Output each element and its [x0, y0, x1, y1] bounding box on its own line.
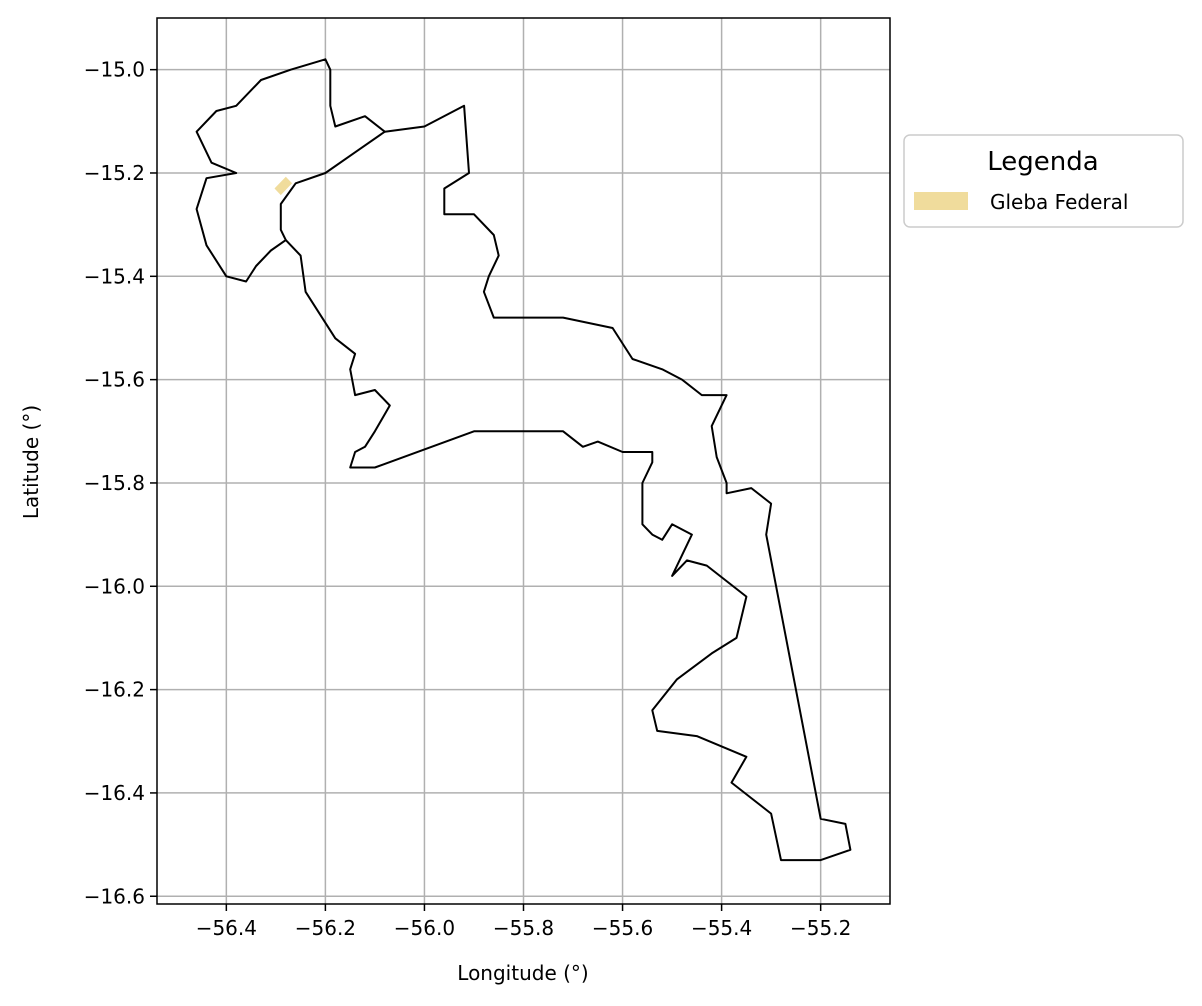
x-tick-label: −56.0: [394, 916, 455, 940]
y-tick-label: −16.6: [84, 884, 145, 908]
boundary-outline: [195, 58, 852, 862]
gleba-federal-layer: [274, 176, 293, 196]
legend-title: Legenda: [987, 147, 1098, 177]
x-tick-label: −55.4: [691, 916, 752, 940]
x-tick-label: −56.4: [196, 916, 257, 940]
y-tick-label: −16.0: [84, 574, 145, 598]
y-axis-label: Latitude (°): [19, 405, 43, 519]
y-tick-label: −16.4: [84, 781, 145, 805]
x-tick-label: −55.2: [790, 916, 851, 940]
x-tick-label: −55.8: [493, 916, 554, 940]
legend: Legenda Gleba Federal: [903, 134, 1184, 228]
x-axis-ticks: −56.4 −56.2 −56.0 −55.8 −55.6 −55.4 −55.2: [196, 904, 851, 940]
x-tick-label: −55.6: [592, 916, 653, 940]
boundary-inner-line: [279, 130, 386, 241]
x-tick-label: −56.2: [295, 916, 356, 940]
gleba-federal-polygon: [274, 176, 293, 196]
grid-lines: [157, 18, 890, 904]
y-tick-label: −15.4: [84, 264, 145, 288]
legend-label-gleba-federal: Gleba Federal: [990, 190, 1128, 214]
y-tick-label: −15.2: [84, 161, 145, 185]
x-axis-label: Longitude (°): [457, 961, 588, 985]
y-tick-label: −15.6: [84, 368, 145, 392]
y-axis-ticks: −15.0 −15.2 −15.4 −15.6 −15.8 −16.0 −16.2 −16.4…: [84, 58, 157, 908]
legend-swatch-gleba-federal: [914, 192, 968, 210]
legend-box: [903, 134, 1184, 228]
y-tick-label: −15.0: [84, 58, 145, 82]
y-tick-label: −15.8: [84, 471, 145, 495]
y-tick-label: −16.2: [84, 678, 145, 702]
boundary-layer: [195, 58, 852, 862]
